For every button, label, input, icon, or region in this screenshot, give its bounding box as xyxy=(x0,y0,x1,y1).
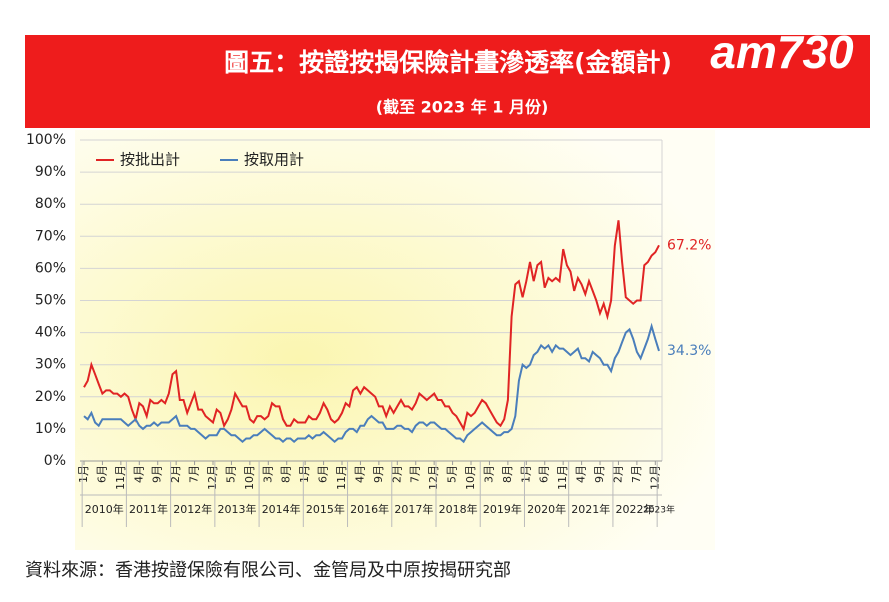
end-label: 67.2% xyxy=(667,237,711,253)
x-tick-label: 8月 xyxy=(501,465,514,483)
x-tick-label: 7月 xyxy=(630,465,643,483)
year-label: 2019年 xyxy=(483,502,522,516)
x-tick-label: 12月 xyxy=(648,465,661,490)
year-label: 2016年 xyxy=(350,502,389,516)
banner xyxy=(25,35,870,128)
x-tick-label: 8月 xyxy=(280,465,293,483)
x-tick-label: 2月 xyxy=(390,465,403,483)
year-label: 2018年 xyxy=(439,502,478,516)
y-tick-label: 0% xyxy=(44,453,66,469)
year-label: 2010年 xyxy=(85,502,124,516)
x-tick-label: 3月 xyxy=(482,465,495,483)
x-tick-label: 2月 xyxy=(611,465,624,483)
year-label: 2021年 xyxy=(571,502,610,516)
x-tick-label: 7月 xyxy=(188,465,201,483)
x-tick-label: 4月 xyxy=(575,465,588,483)
subtitle: (截至 2023 年 1 月份) xyxy=(376,98,549,117)
title: 圖五：按證按揭保險計畫滲透率(金額計) xyxy=(224,48,672,77)
x-tick-label: 11月 xyxy=(556,465,569,490)
y-tick-label: 60% xyxy=(35,260,66,276)
plot: 0% 10% 20% 30% 40% 50% 60% 70% 80% 90% 100% 1月 6月 11月… xyxy=(26,132,711,527)
x-tick-label: 10月 xyxy=(464,465,477,490)
y-tick-label: 50% xyxy=(35,293,66,309)
x-tick-label: 6月 xyxy=(538,465,551,483)
x-tick-label: 5月 xyxy=(224,465,237,483)
y-tick-label: 20% xyxy=(35,389,66,405)
plot-background xyxy=(75,130,715,550)
y-tick-label: 70% xyxy=(35,228,66,244)
y-tick-label: 90% xyxy=(35,164,66,180)
x-tick-label: 4月 xyxy=(353,465,366,483)
x-tick-label: 3月 xyxy=(261,465,274,483)
year-label: 2011年 xyxy=(129,502,168,516)
x-tick-label: 11月 xyxy=(335,465,348,490)
x-tick-label: 1月 xyxy=(298,465,311,483)
legend-label: 按取用計 xyxy=(244,151,304,169)
y-tick-label: 40% xyxy=(35,325,66,341)
x-tick-label: 12月 xyxy=(427,465,440,490)
x-tick-label: 12月 xyxy=(206,465,219,490)
y-tick-label: 10% xyxy=(35,421,66,437)
y-tick-label: 80% xyxy=(35,196,66,212)
x-tick-label: 9月 xyxy=(372,465,385,483)
year-label: 2017年 xyxy=(394,502,433,516)
series-line xyxy=(83,322,660,444)
x-tick-label: 9月 xyxy=(151,465,164,483)
year-label: 2020年 xyxy=(527,502,566,516)
x-tick-label: 1月 xyxy=(77,465,90,483)
x-tick-label: 6月 xyxy=(317,465,330,483)
x-tick-label: 4月 xyxy=(132,465,145,483)
logo: am730 xyxy=(710,26,854,78)
x-tick-label: 10月 xyxy=(243,465,256,490)
end-label: 34.3% xyxy=(667,343,711,359)
x-tick-label: 6月 xyxy=(95,465,108,483)
legend-label: 按批出計 xyxy=(120,151,180,169)
year-label: 2013年 xyxy=(217,502,256,516)
year-label: 2014年 xyxy=(262,502,301,516)
year-label: 2023年 xyxy=(643,504,675,516)
x-tick-label: 2月 xyxy=(169,465,182,483)
x-tick-label: 7月 xyxy=(409,465,422,483)
series-line xyxy=(83,220,660,432)
x-tick-label: 1月 xyxy=(519,465,532,483)
x-tick-label: 9月 xyxy=(593,465,606,483)
year-label: 2012年 xyxy=(173,502,212,516)
y-tick-label: 30% xyxy=(35,357,66,373)
year-label: 2022年 xyxy=(616,502,655,516)
y-tick-label: 100% xyxy=(26,132,66,148)
year-label: 2015年 xyxy=(306,502,345,516)
source: 資料來源：香港按證保險有限公司、金管局及中原按揭研究部 xyxy=(25,560,511,581)
x-tick-label: 5月 xyxy=(446,465,459,483)
x-tick-label: 11月 xyxy=(114,465,127,490)
